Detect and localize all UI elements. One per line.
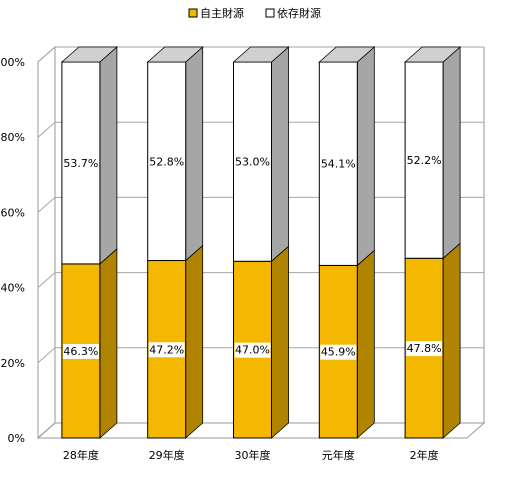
legend-swatch [188, 8, 198, 18]
bar [233, 61, 272, 262]
y-tick-label: 80% [1, 131, 25, 144]
data-label: 53.0% [235, 156, 270, 169]
bar [404, 61, 444, 259]
bar-side [185, 46, 204, 262]
data-label: 47.0% [235, 344, 270, 357]
data-label: 46.3% [63, 345, 98, 358]
data-label: 53.7% [63, 157, 98, 170]
data-label: 45.9% [321, 346, 356, 359]
x-tick-label: 元年度 [322, 448, 355, 462]
data-label: 47.8% [407, 342, 442, 355]
bar [318, 61, 358, 266]
data-label: 52.2% [407, 154, 442, 167]
data-label-bg [234, 342, 271, 358]
bar-side [442, 242, 461, 439]
legend-entry: 依存財源 [277, 6, 321, 20]
bar-side [271, 245, 289, 439]
bar-side [271, 46, 289, 263]
bar-top [404, 46, 462, 63]
data-label: 54.1% [321, 158, 356, 171]
data-label-bg [62, 343, 99, 359]
data-label-bg [148, 342, 185, 358]
bar-top [318, 46, 376, 63]
bar-top [60, 46, 118, 63]
data-label-bg [320, 344, 357, 360]
legend-entry: 自主財源 [200, 6, 244, 20]
x-tick-label: 2年度 [410, 448, 439, 462]
y-tick-label: 20% [1, 357, 25, 370]
y-tick-label: 0% [8, 432, 25, 445]
data-label: 52.8% [149, 155, 184, 168]
y-tick-label: 60% [1, 206, 25, 219]
legend-swatch [265, 8, 275, 18]
x-tick-label: 29年度 [149, 448, 185, 462]
bar-side [99, 248, 118, 439]
legend: 自主財源 依存財源 [188, 6, 321, 20]
side-wall [37, 45, 56, 440]
x-tick-label: 28年度 [63, 448, 99, 462]
data-label-bg [406, 341, 443, 357]
bar-top [146, 46, 204, 63]
bar-side [442, 46, 461, 260]
y-tick-label: 100% [0, 56, 25, 69]
bar-side [185, 244, 204, 439]
y-tick-label: 40% [1, 282, 25, 295]
bar [61, 61, 101, 265]
bar-side [99, 46, 118, 265]
bar [147, 61, 187, 262]
data-label: 47.2% [149, 343, 184, 356]
bar-side [356, 249, 375, 439]
x-tick-label: 30年度 [235, 448, 271, 462]
bar-side [356, 46, 375, 267]
bar-top [232, 46, 290, 63]
